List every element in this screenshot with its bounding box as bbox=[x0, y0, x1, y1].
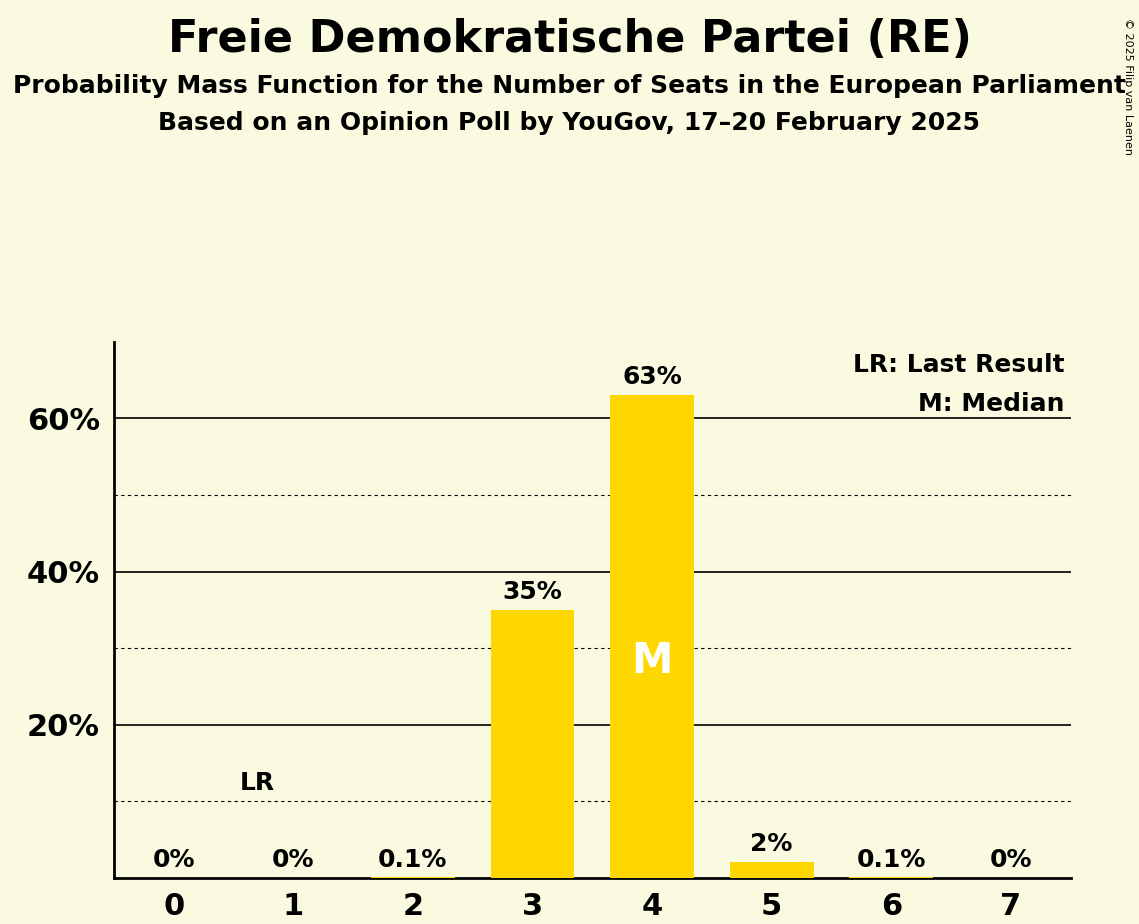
Text: M: M bbox=[631, 639, 673, 682]
Text: LR: LR bbox=[239, 772, 274, 796]
Text: 0%: 0% bbox=[990, 847, 1032, 871]
Bar bbox=[611, 395, 694, 878]
Text: M: Median: M: Median bbox=[918, 392, 1065, 416]
Text: 0.1%: 0.1% bbox=[857, 847, 926, 871]
Bar bbox=[730, 862, 813, 878]
Text: 2%: 2% bbox=[751, 833, 793, 857]
Text: Based on an Opinion Poll by YouGov, 17–20 February 2025: Based on an Opinion Poll by YouGov, 17–2… bbox=[158, 111, 981, 135]
Text: 63%: 63% bbox=[622, 365, 682, 389]
Text: 0.1%: 0.1% bbox=[378, 847, 448, 871]
Text: LR: Last Result: LR: Last Result bbox=[853, 353, 1065, 377]
Text: © 2025 Filip van Laenen: © 2025 Filip van Laenen bbox=[1123, 18, 1133, 155]
Text: 35%: 35% bbox=[502, 579, 563, 603]
Text: 0%: 0% bbox=[272, 847, 314, 871]
Text: Probability Mass Function for the Number of Seats in the European Parliament: Probability Mass Function for the Number… bbox=[13, 74, 1126, 98]
Bar bbox=[491, 610, 574, 878]
Text: 0%: 0% bbox=[153, 847, 195, 871]
Text: Freie Demokratische Partei (RE): Freie Demokratische Partei (RE) bbox=[167, 18, 972, 62]
